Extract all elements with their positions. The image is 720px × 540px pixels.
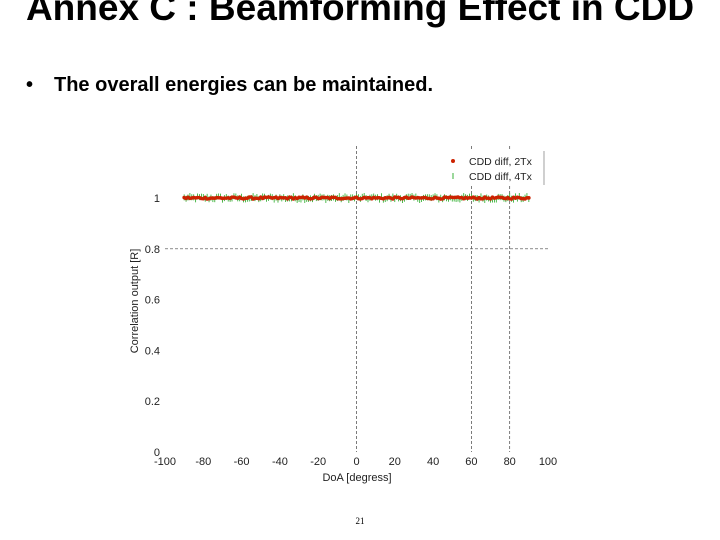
y-tick-label: 0.8 — [145, 244, 160, 256]
x-tick-label: 80 — [504, 456, 516, 468]
chart-axes: -100 -80 -60 -40 -20 0 20 40 60 80 100 0 0.2 0.4 0.6 0.… — [145, 193, 557, 468]
x-tick-label: -40 — [272, 456, 288, 468]
y-axis-label: Correlation output [R] — [129, 249, 141, 354]
data-point-series-1 — [527, 196, 531, 200]
legend-marker-series-1 — [451, 159, 455, 163]
chart-grid — [165, 146, 548, 452]
legend-label-series-2: CDD diff, 4Tx — [469, 171, 533, 183]
slide-title: Annex C : Beamforming Effect in CDD — [25, 0, 695, 28]
x-axis-label: DoA [degress] — [322, 472, 391, 484]
x-tick-label: 20 — [389, 456, 401, 468]
chart-series — [182, 192, 531, 204]
x-tick-label: -100 — [154, 456, 176, 468]
x-tick-label: -80 — [195, 456, 211, 468]
page-number: 21 — [355, 516, 365, 526]
x-tick-label: 100 — [539, 456, 557, 468]
legend-label-series-1: CDD diff, 2Tx — [469, 156, 533, 168]
chart-legend: CDD diff, 2Tx CDD diff, 4Tx — [438, 151, 545, 185]
y-tick-label: 0.6 — [145, 295, 160, 307]
bullet-item: • The overall energies can be maintained. — [26, 72, 433, 98]
x-tick-label: -20 — [310, 456, 326, 468]
x-tick-label: 0 — [353, 456, 359, 468]
x-tick-label: 60 — [465, 456, 477, 468]
legend-box — [438, 151, 544, 185]
bullet-text: The overall energies can be maintained. — [54, 74, 434, 96]
x-tick-label: 40 — [427, 456, 439, 468]
y-tick-label: 1 — [154, 193, 160, 205]
y-tick-label: 0.2 — [145, 396, 160, 408]
y-tick-label: 0 — [154, 447, 160, 459]
x-tick-label: -60 — [234, 456, 250, 468]
y-tick-label: 0.4 — [145, 345, 160, 357]
bullet-dot-icon: • — [26, 74, 34, 96]
